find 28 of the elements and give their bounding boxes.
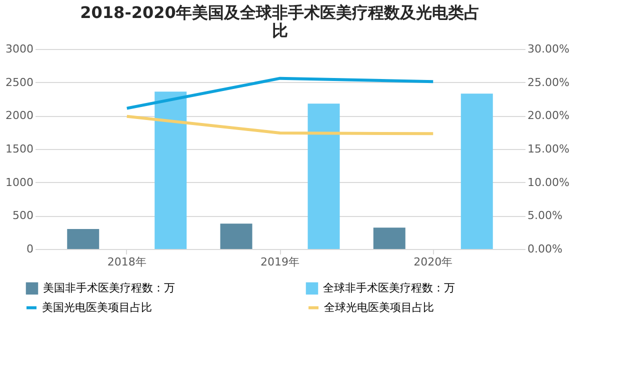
legend-label: 美国非手术医美疗程数：万: [43, 281, 175, 294]
y-tick-label: 1000: [6, 176, 34, 189]
y2-tick-label: 30.00%: [528, 42, 570, 56]
bar: [154, 92, 187, 249]
bar: [220, 224, 252, 249]
y-tick-label: 2500: [6, 76, 34, 89]
y2-tick-label: 20.00%: [528, 109, 570, 122]
chart-title: 2018-2020年美国及全球非手术医美疗程数及光电类占比: [80, 3, 480, 40]
y2-tick-label: 15.00%: [528, 142, 570, 156]
y2-tick-label: 10.00%: [528, 176, 570, 189]
x-tick-label: 2019年: [260, 256, 300, 268]
bar: [373, 228, 406, 249]
y-tick-label: 3000: [6, 42, 34, 56]
legend-label: 全球非手术医美疗程数：万: [323, 281, 455, 294]
x-tick-label: 2020年: [414, 256, 453, 268]
legend-label: 全球光电医美项目占比: [324, 300, 434, 314]
y-tick-label: 1500: [6, 142, 34, 156]
y-tick-label: 500: [12, 209, 34, 222]
y-tick-label: 2000: [6, 109, 34, 122]
legend-label: 美国光电医美项目占比: [42, 300, 152, 314]
bar: [460, 94, 493, 249]
y2-tick-label: 0.00%: [528, 242, 562, 256]
y2-tick-label: 25.00%: [528, 76, 570, 89]
y2-tick-label: 5.00%: [528, 209, 562, 222]
bar: [308, 104, 340, 249]
x-tick-label: 2018年: [107, 256, 146, 268]
bar: [67, 229, 100, 249]
y-tick-label: 0: [26, 242, 34, 256]
